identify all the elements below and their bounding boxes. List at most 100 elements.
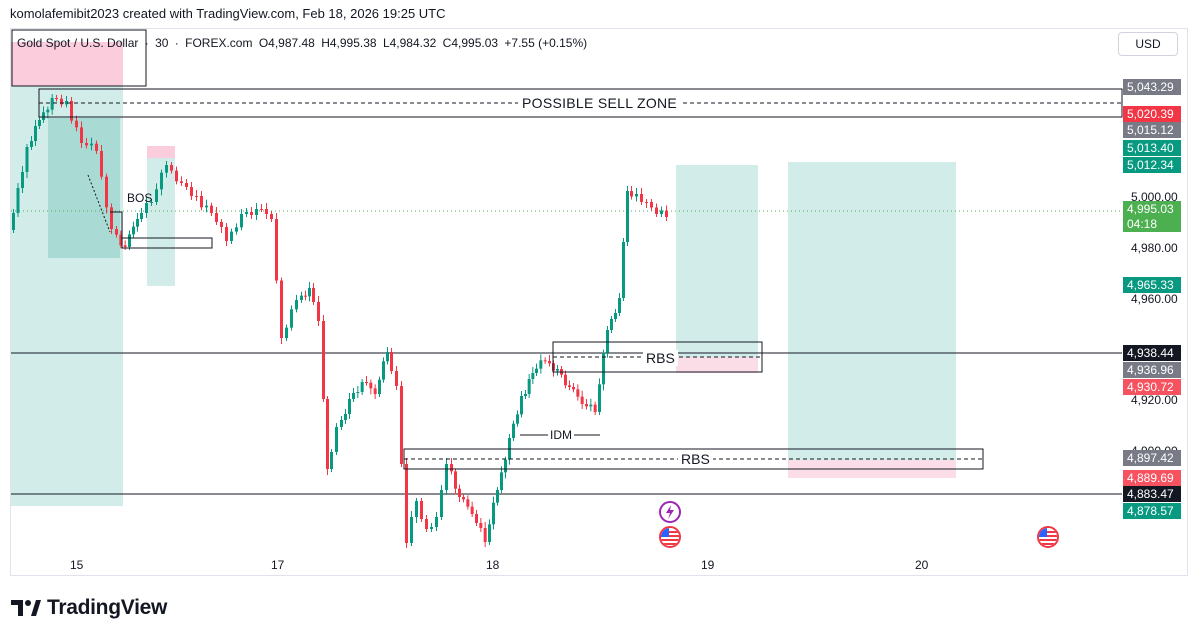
bos-label: BOS — [127, 191, 153, 205]
candle-body — [390, 352, 393, 371]
price-tag: 4,965.33 — [1123, 277, 1181, 293]
candle-body — [635, 194, 638, 197]
candle-body — [344, 414, 347, 420]
currency-button[interactable]: USD — [1118, 32, 1178, 56]
candle-body — [352, 393, 355, 399]
tradingview-wordmark: TradingView — [47, 596, 168, 619]
candle-body — [132, 226, 135, 235]
candle-body — [360, 382, 364, 392]
candle-body — [602, 352, 605, 385]
rbs-lower-label: RBS — [678, 451, 713, 467]
candle-body — [572, 387, 575, 390]
candle-body — [645, 202, 648, 203]
price-tag: 4,936.96 — [1123, 362, 1181, 378]
ohlc-change: +7.55 (+0.15%) — [504, 36, 588, 50]
candle-body — [235, 227, 238, 232]
candle-body — [60, 98, 63, 105]
tradingview-logo[interactable]: TradingView — [11, 596, 167, 620]
candle-body — [322, 321, 325, 399]
last-price-tag: 4,995.03 — [1123, 201, 1181, 217]
candle-body — [260, 209, 263, 210]
us-flag-icon — [661, 528, 679, 546]
candle-body — [312, 288, 315, 302]
candle-body — [21, 172, 24, 188]
annotation-box — [11, 29, 147, 87]
candle-body — [105, 176, 108, 208]
candle-body — [548, 361, 551, 364]
candle-body — [145, 203, 148, 213]
candle-body — [12, 213, 15, 230]
candle-body — [180, 181, 183, 183]
price-tag: 4,938.44 — [1123, 345, 1181, 361]
price-tag: 4,889.69 — [1123, 470, 1181, 486]
chart-area[interactable] — [10, 28, 1188, 576]
exchange-label: FOREX.com — [185, 36, 253, 50]
candle-body — [100, 151, 103, 177]
price-tag: 5,013.40 — [1123, 140, 1181, 156]
candle-body — [16, 188, 20, 213]
candle-body — [55, 98, 58, 99]
candle-body — [458, 488, 461, 497]
candle-body — [280, 280, 283, 338]
candle-body — [50, 98, 54, 110]
candle-body — [90, 143, 93, 146]
candle-body — [190, 187, 193, 196]
candle-body — [25, 147, 29, 172]
bos-line — [110, 211, 123, 238]
candle-body — [524, 394, 527, 396]
price-tag: 4,930.72 — [1123, 379, 1181, 395]
candle-body — [300, 295, 303, 300]
candle-body — [225, 227, 228, 241]
candle-body — [38, 120, 41, 126]
candle-body — [115, 229, 118, 235]
candle-body — [492, 502, 495, 525]
time-tick: 18 — [486, 558, 500, 572]
candle-body — [466, 499, 470, 507]
candle-body — [606, 330, 609, 353]
candle-body — [335, 427, 338, 452]
candle-body — [504, 459, 507, 473]
candle-body — [80, 127, 83, 143]
candle-body — [365, 382, 368, 383]
candle-body — [655, 207, 658, 214]
candle-body — [405, 464, 408, 543]
candle-body — [369, 382, 373, 389]
candle-body — [220, 222, 223, 227]
symbol-name[interactable]: Gold Spot / U.S. Dollar — [17, 36, 139, 50]
candle-body — [593, 404, 597, 412]
candle-body — [410, 517, 413, 543]
candle-body — [483, 528, 487, 542]
ohlc-low: L4,984.32 — [382, 36, 437, 50]
stop-loss-zone — [11, 42, 123, 86]
symbol-legend[interactable]: Gold Spot / U.S. Dollar · 30 · FOREX.com… — [17, 36, 590, 50]
candle-body — [614, 313, 617, 319]
candle-body — [30, 141, 33, 147]
candle-body — [140, 213, 143, 219]
candle-body — [470, 506, 474, 514]
sell-zone-label: POSSIBLE SELL ZONE — [518, 95, 682, 111]
exchange-sep: · — [174, 36, 179, 50]
candle-body — [415, 501, 418, 517]
us-flag-event-icon[interactable] — [1037, 526, 1059, 548]
candle-body — [462, 497, 465, 500]
candle-body — [378, 379, 381, 394]
candle-body — [622, 242, 625, 298]
candle-body — [488, 524, 491, 542]
idm-label: IDM — [548, 428, 574, 442]
interval-label: 30 — [155, 36, 169, 50]
candle-body — [326, 399, 329, 469]
candle-body — [543, 360, 547, 362]
time-tick: 15 — [70, 558, 84, 572]
candle-body — [626, 191, 629, 242]
us-flag-event-icon[interactable] — [659, 526, 681, 548]
lightning-event-icon[interactable] — [659, 501, 681, 523]
candle-body — [170, 165, 173, 171]
candle-body — [136, 219, 139, 227]
candle-body — [386, 352, 389, 362]
candle-body — [610, 319, 613, 330]
bar-countdown: 04:18 — [1123, 216, 1181, 232]
candle-body — [200, 196, 203, 208]
candle-body — [317, 302, 320, 321]
ohlc-high: H4,995.38 — [321, 36, 377, 50]
